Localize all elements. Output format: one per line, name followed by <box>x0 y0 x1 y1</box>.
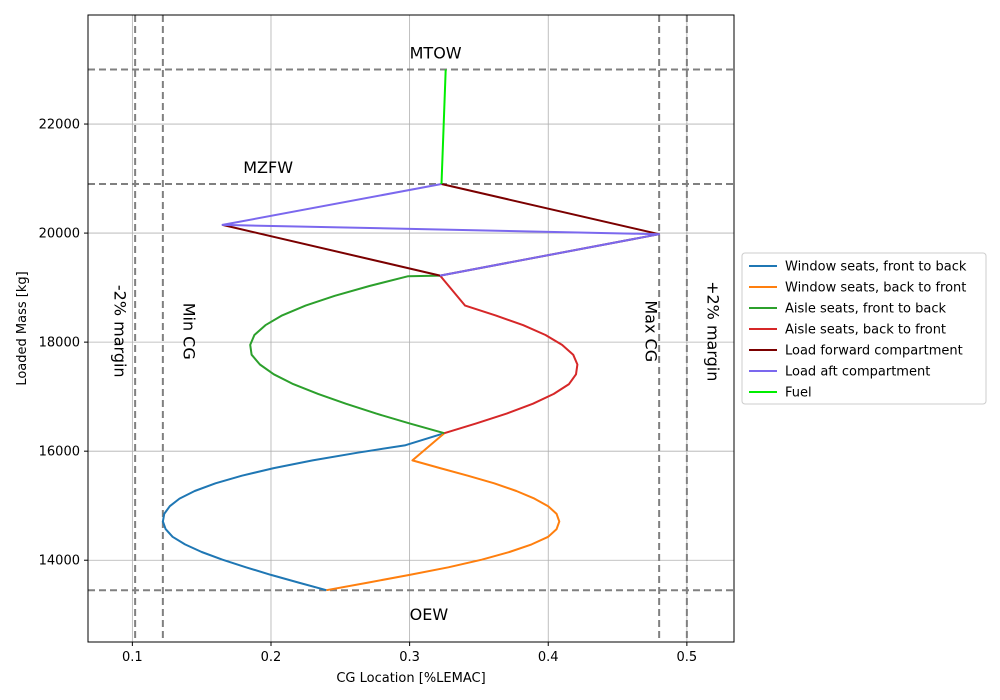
legend-label: Window seats, back to front <box>785 281 966 296</box>
series-line-1 <box>161 432 445 592</box>
annotation-label: -2% margin <box>110 285 129 378</box>
series-line-7 <box>440 69 447 185</box>
y-axis-label: Loaded Mass [kg] <box>15 271 30 385</box>
annotation-label: Max CG <box>641 300 660 362</box>
series-line-6 <box>221 183 661 277</box>
annotation-label: MTOW <box>410 44 462 63</box>
annotation-label: OEW <box>410 605 449 624</box>
annotation-label: Min CG <box>180 303 199 360</box>
x-tick-label: 0.1 <box>122 650 143 665</box>
legend-label: Fuel <box>785 386 812 401</box>
legend-label: Aisle seats, front to back <box>785 302 946 317</box>
y-tick-label: 18000 <box>39 336 80 351</box>
x-tick-label: 0.4 <box>538 650 559 665</box>
legend-label: Load aft compartment <box>785 365 930 380</box>
legend: Window seats, front to back Window seats,… <box>741 252 987 405</box>
y-tick-label: 22000 <box>39 118 80 133</box>
y-axis-ticks: 14000 16000 18000 20000 22000 <box>39 118 88 569</box>
x-tick-label: 0.3 <box>399 650 420 665</box>
legend-label: Aisle seats, back to front <box>785 323 946 338</box>
y-tick-label: 16000 <box>39 445 80 460</box>
annotation-label: MZFW <box>243 158 293 177</box>
series-line-3 <box>249 274 445 435</box>
series-lines <box>161 69 661 592</box>
x-axis-ticks: 0.1 0.2 0.3 0.4 0.5 <box>122 642 697 665</box>
plot-frame <box>87 14 735 643</box>
y-tick-label: 20000 <box>39 227 80 242</box>
x-tick-label: 0.5 <box>677 650 698 665</box>
y-tick-label: 14000 <box>39 554 80 569</box>
series-line-2 <box>326 432 561 592</box>
legend-label: Window seats, front to back <box>785 260 967 275</box>
x-tick-label: 0.2 <box>261 650 282 665</box>
annotation-label: +2% margin <box>704 281 723 381</box>
legend-label: Load forward compartment <box>785 344 963 359</box>
annotations: MTOW MZFW OEW -2% margin Min CG Max CG +2% mar… <box>110 44 722 625</box>
legend-box <box>741 252 987 405</box>
x-axis-label: CG Location [%LEMAC] <box>336 671 485 686</box>
reference-lines <box>88 15 734 642</box>
series-line-4 <box>439 274 579 435</box>
